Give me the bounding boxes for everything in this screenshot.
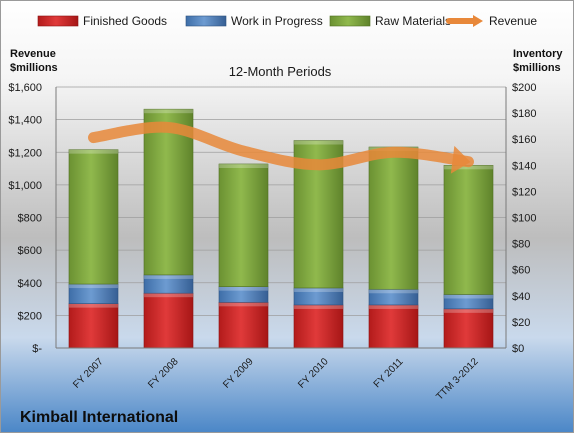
bar-finished-goods (218, 302, 269, 349)
legend-swatch-work-in-progress (185, 15, 227, 27)
chart-title: 12-Month Periods (229, 64, 332, 79)
company-name: Kimball International (20, 409, 178, 426)
left-tick-label: $800 (18, 213, 42, 225)
legend-label: Finished Goods (83, 14, 167, 28)
right-tick-label: $20 (512, 317, 530, 329)
left-tick-label: $1,200 (8, 147, 42, 159)
left-tick-label: $200 (18, 310, 42, 322)
bar-raw-materials (443, 165, 494, 295)
left-tick-label: $600 (18, 245, 42, 257)
right-tick-label: $200 (512, 82, 536, 94)
right-tick-label: $100 (512, 213, 536, 225)
bar-finished-goods (443, 308, 494, 349)
legend-label: Raw Materials (375, 14, 451, 28)
legend-label: Work in Progress (231, 14, 323, 28)
bar-cap-highlight (144, 274, 193, 279)
bar-raw-materials (143, 108, 194, 276)
right-tick-label: $120 (512, 186, 536, 198)
bar-raw-materials (68, 149, 119, 285)
left-tick-label: $1,600 (8, 82, 42, 94)
bar-cap-highlight (444, 308, 493, 313)
bar-cap-highlight (294, 287, 343, 292)
bar-cap-highlight (219, 163, 268, 168)
right-tick-label: $40 (512, 291, 530, 303)
left-axis-label-line1: Revenue (10, 48, 56, 60)
left-axis-label-line2: $millions (10, 62, 58, 74)
bar-cap-highlight (294, 304, 343, 309)
right-tick-label: $80 (512, 239, 530, 251)
legend-label: Revenue (489, 14, 537, 28)
bar-cap-highlight (369, 289, 418, 294)
bar-raw-materials (368, 146, 419, 290)
revenue-line (88, 121, 474, 171)
bar-raw-materials (218, 163, 269, 287)
left-tick-label: $400 (18, 278, 42, 290)
left-tick-label: $- (32, 343, 42, 355)
bar-cap-highlight (69, 149, 118, 154)
right-tick-label: $0 (512, 343, 524, 355)
left-tick-label: $1,000 (8, 180, 42, 192)
revenue-line-layer (88, 121, 474, 174)
left-tick-label: $1,400 (8, 115, 42, 127)
bar-cap-highlight (219, 286, 268, 291)
bar-finished-goods (68, 303, 119, 349)
bar-finished-goods (293, 304, 344, 349)
bar-cap-highlight (369, 304, 418, 309)
bar-cap-highlight (444, 165, 493, 170)
bar-cap-highlight (144, 293, 193, 298)
bar-cap-highlight (69, 284, 118, 289)
bar-finished-goods (368, 304, 419, 349)
legend: Finished Goods Work in Progress Raw Materi… (37, 14, 537, 28)
bar-cap-highlight (69, 303, 118, 308)
right-tick-label: $160 (512, 134, 536, 146)
legend-swatch-revenue-arrow (473, 15, 483, 27)
bar-cap-highlight (294, 140, 343, 145)
right-tick-label: $180 (512, 108, 536, 120)
revenue-line-arrowhead (450, 145, 471, 174)
bars (68, 108, 494, 349)
right-axis-label-line2: $millions (513, 62, 561, 74)
legend-swatch-raw-materials (329, 15, 371, 27)
bar-cap-highlight (444, 294, 493, 299)
right-tick-label: $60 (512, 265, 530, 277)
bar-cap-highlight (144, 109, 193, 114)
legend-swatch-finished-goods (37, 15, 79, 27)
right-axis-label-line1: Inventory (513, 48, 563, 60)
right-tick-label: $140 (512, 160, 536, 172)
bar-cap-highlight (219, 302, 268, 307)
bar-finished-goods (143, 292, 194, 349)
